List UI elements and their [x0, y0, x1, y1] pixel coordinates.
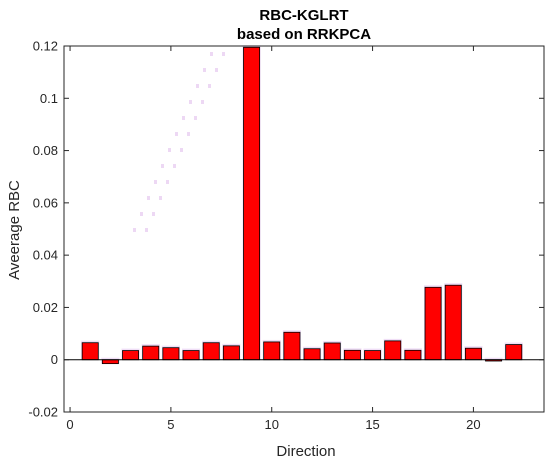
y-tick-label: 0 — [51, 352, 58, 367]
bar-direction-11 — [283, 331, 301, 361]
artifact-mark — [161, 164, 164, 168]
artifact-mark — [168, 148, 171, 152]
artifact-mark — [166, 180, 169, 184]
artifact-mark — [180, 148, 183, 152]
x-tick-label: 10 — [264, 417, 278, 432]
artifact-mark — [182, 116, 185, 120]
y-tick-label: 0.04 — [33, 248, 58, 263]
bar-direction-18 — [424, 286, 442, 361]
y-tick-label: -0.02 — [28, 405, 58, 420]
artifact-mark — [173, 164, 176, 168]
bar-direction-1 — [81, 342, 99, 361]
y-tick-label: 0.06 — [33, 195, 58, 210]
bar-direction-15 — [364, 350, 382, 361]
bar-direction-5 — [162, 347, 180, 361]
bar-direction-14 — [343, 349, 361, 361]
bar-direction-16 — [384, 340, 402, 361]
x-tick-label: 20 — [466, 417, 480, 432]
faint-marker-artifacts — [133, 52, 225, 232]
artifact-mark — [210, 52, 213, 56]
artifact-mark — [222, 52, 225, 56]
bar-direction-2 — [101, 359, 119, 365]
x-axis-ticks: 0 5 10 15 20 — [66, 46, 481, 432]
artifact-mark — [194, 116, 197, 120]
bar-direction-10 — [263, 341, 281, 361]
artifact-mark — [159, 196, 162, 200]
bar-direction-17 — [404, 349, 422, 361]
artifact-mark — [140, 212, 143, 216]
bar-direction-6 — [182, 350, 200, 361]
artifact-mark — [147, 196, 150, 200]
artifact-mark — [175, 132, 178, 136]
artifact-mark — [215, 68, 218, 72]
y-tick-label: 0.08 — [33, 143, 58, 158]
bar-direction-9 — [243, 46, 261, 361]
x-tick-label: 15 — [365, 417, 379, 432]
artifact-mark — [208, 84, 211, 88]
chart-subtitle: based on RRKPCA — [237, 26, 371, 43]
bar-direction-19 — [444, 284, 462, 361]
artifact-mark — [201, 100, 204, 104]
artifact-mark — [196, 84, 199, 88]
plot-area-frame — [63, 45, 545, 413]
artifact-mark — [187, 132, 190, 136]
bar-direction-4 — [142, 345, 160, 361]
artifact-mark — [203, 68, 206, 72]
y-tick-label: 0.12 — [33, 39, 58, 54]
bar-direction-22 — [505, 344, 523, 361]
bar-direction-8 — [222, 345, 240, 361]
chart-title: RBC-KGLRT — [259, 7, 348, 24]
x-axis-label: Direction — [276, 443, 335, 460]
bar-direction-13 — [323, 342, 341, 361]
x-tick-label: 5 — [167, 417, 174, 432]
artifact-mark — [152, 212, 155, 216]
bar-direction-3 — [122, 350, 140, 361]
y-axis-ticks: -0.02 0 0.02 0.04 0.06 0.08 0.1 0.12 — [28, 39, 544, 420]
bar-direction-7 — [202, 342, 220, 361]
artifact-mark — [154, 180, 157, 184]
bar-direction-20 — [464, 347, 482, 361]
y-axis-label: Aveerage RBC — [6, 180, 23, 280]
artifact-mark — [145, 228, 148, 232]
y-tick-label: 0.1 — [40, 91, 58, 106]
artifact-mark — [133, 228, 136, 232]
y-tick-label: 0.02 — [33, 300, 58, 315]
artifact-mark — [189, 100, 192, 104]
x-tick-label: 0 — [66, 417, 73, 432]
bar-direction-12 — [303, 348, 321, 361]
